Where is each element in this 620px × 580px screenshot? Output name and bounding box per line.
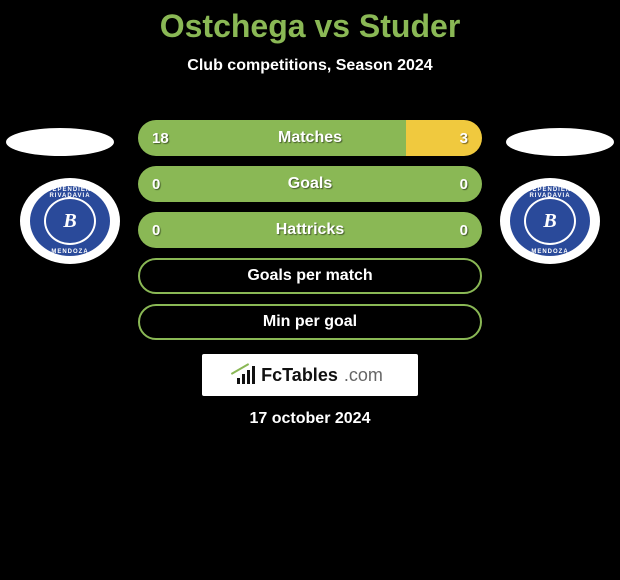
crest-monogram: B: [543, 210, 556, 233]
right-portrait-placeholder: [506, 128, 614, 156]
comparison-chart: 183Matches00Goals00HattricksGoals per ma…: [138, 120, 482, 350]
stat-right-value: 0: [446, 222, 482, 239]
brand-domain: .com: [344, 365, 383, 386]
crest-bottom-text: MENDOZA: [500, 249, 600, 255]
subtitle: Club competitions, Season 2024: [0, 57, 620, 75]
brand-name: FcTables: [261, 365, 338, 386]
stat-left-value: 0: [138, 222, 174, 239]
stat-row: 00Hattricks: [138, 212, 482, 248]
stat-left-value: 0: [138, 176, 174, 193]
stat-row: 00Goals: [138, 166, 482, 202]
stat-row-empty: Min per goal: [138, 304, 482, 340]
stat-label: Min per goal: [263, 313, 357, 331]
brand-box: FcTables .com: [202, 354, 418, 396]
stat-left-value: 18: [138, 130, 183, 147]
stat-row-empty: Goals per match: [138, 258, 482, 294]
stat-label: Goals per match: [247, 267, 372, 285]
crest-monogram: B: [63, 210, 76, 233]
right-team-crest: INDEPENDIENTE RIVADAVIA B MENDOZA: [500, 178, 600, 264]
left-team-crest: INDEPENDIENTE RIVADAVIA B MENDOZA: [20, 178, 120, 264]
page-title: Ostchega vs Studer: [0, 0, 620, 45]
stat-bar-right: 3: [406, 120, 482, 156]
stat-bar-left: 0: [138, 212, 482, 248]
stat-bar-left: 0: [138, 166, 482, 202]
crest-bottom-text: MENDOZA: [20, 249, 120, 255]
stat-right-value: 0: [446, 176, 482, 193]
stat-row: 183Matches: [138, 120, 482, 156]
stat-bar-left: 18: [138, 120, 406, 156]
left-portrait-placeholder: [6, 128, 114, 156]
date-label: 17 october 2024: [0, 410, 620, 428]
stat-right-value: 3: [446, 130, 482, 147]
